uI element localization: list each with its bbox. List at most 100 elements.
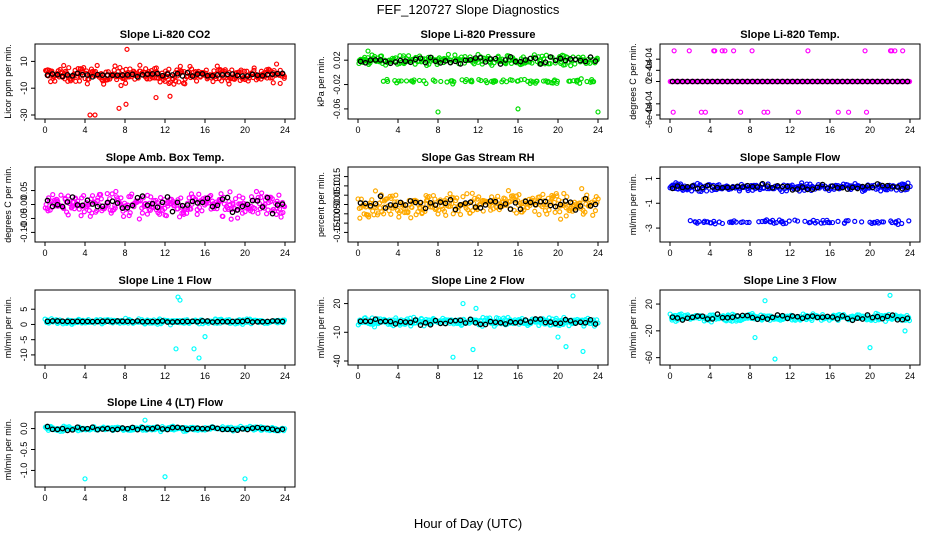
reference-point [387, 318, 394, 325]
data-point [144, 211, 151, 217]
reference-point [412, 56, 419, 63]
x-tick-label: 20 [240, 248, 250, 258]
reference-point [689, 183, 696, 189]
data-point [786, 218, 792, 224]
reference-point [264, 425, 271, 432]
outlier-point [92, 112, 98, 118]
reference-point [397, 57, 404, 64]
data-point [269, 75, 275, 81]
reference-point [769, 314, 776, 321]
reference-point [834, 316, 841, 322]
data-point [862, 48, 868, 54]
x-tick-label: 24 [593, 125, 603, 135]
data-point [469, 79, 475, 85]
reference-point [154, 424, 161, 431]
reference-point [502, 321, 509, 327]
reference-point [744, 312, 751, 319]
reference-point [362, 200, 369, 207]
data-point [590, 79, 597, 85]
reference-point [587, 316, 594, 323]
data-point [889, 48, 895, 54]
x-tick-label: 12 [473, 371, 483, 381]
reference-point [582, 195, 589, 202]
outlier-point [82, 476, 88, 482]
reference-point [392, 202, 399, 209]
reference-point [274, 427, 281, 434]
y-tick-label: -10 [332, 326, 342, 339]
reference-point [482, 59, 489, 65]
data-point [845, 109, 852, 115]
reference-point [422, 205, 429, 212]
data-point [112, 205, 118, 211]
panel-5: Slope Gas Stream RH 0 4 8 12 16 20 24 -0.15-0.10… [316, 152, 609, 258]
x-tick-label: 24 [905, 371, 915, 381]
reference-point [562, 198, 569, 204]
reference-point [512, 199, 519, 206]
data-point [674, 317, 681, 323]
reference-point [819, 181, 826, 188]
x-tick-label: 20 [240, 125, 250, 135]
panel-title: Slope Line 1 Flow [119, 275, 212, 287]
reference-point [109, 318, 116, 325]
data-point [564, 194, 570, 200]
reference-point [234, 207, 241, 213]
reference-point [462, 200, 469, 206]
data-point [274, 205, 280, 211]
data-point [148, 194, 154, 200]
reference-point [129, 424, 136, 431]
reference-point [254, 424, 261, 431]
x-axis-label: Hour of Day (UTC) [413, 516, 523, 531]
reference-point [764, 183, 771, 189]
y-axis-label: ml/min per min. [628, 297, 638, 359]
y-tick-label: 0.15 [332, 168, 342, 186]
outlier-point [902, 328, 908, 334]
reference-point [54, 426, 61, 433]
data-point [218, 191, 224, 197]
data-point [505, 188, 512, 194]
outlier-point [173, 346, 179, 352]
reference-point [542, 59, 549, 66]
reference-point [789, 313, 796, 319]
reference-point [477, 54, 484, 61]
data-point [737, 109, 744, 115]
data-point [278, 214, 284, 220]
panel-title: Slope Li-820 Temp. [740, 29, 839, 41]
data-point [577, 200, 583, 206]
reference-point [829, 314, 836, 320]
reference-point [104, 425, 111, 432]
data-point [719, 220, 726, 227]
data-point [536, 212, 542, 218]
data-point [516, 192, 522, 198]
reference-point [244, 317, 251, 324]
outlier-point [87, 112, 93, 118]
reference-point [789, 187, 796, 193]
reference-point [674, 183, 681, 189]
reference-point [89, 201, 96, 207]
data-point [139, 210, 146, 216]
data-point [220, 213, 226, 219]
reference-point [567, 199, 574, 206]
panel-title: Slope Li-820 CO2 [120, 29, 210, 41]
reference-point [709, 184, 716, 190]
reference-point [159, 318, 166, 324]
reference-point [729, 314, 736, 321]
reference-point [139, 193, 146, 200]
x-tick-label: 12 [473, 248, 483, 258]
reference-point [714, 311, 721, 317]
data-point [703, 188, 710, 194]
data-point [193, 78, 200, 84]
reference-point [397, 199, 404, 206]
data-point [277, 80, 283, 87]
data-point [126, 212, 132, 219]
data-point [687, 218, 693, 224]
reference-point [84, 72, 91, 78]
data-point [81, 209, 87, 215]
reference-point [542, 198, 549, 205]
y-tick-label: 10 [19, 56, 29, 66]
data-point [117, 64, 123, 71]
reference-point [844, 315, 851, 322]
reference-point [382, 58, 389, 65]
data-point [194, 211, 200, 217]
data-point [529, 60, 535, 66]
data-point [595, 196, 601, 202]
